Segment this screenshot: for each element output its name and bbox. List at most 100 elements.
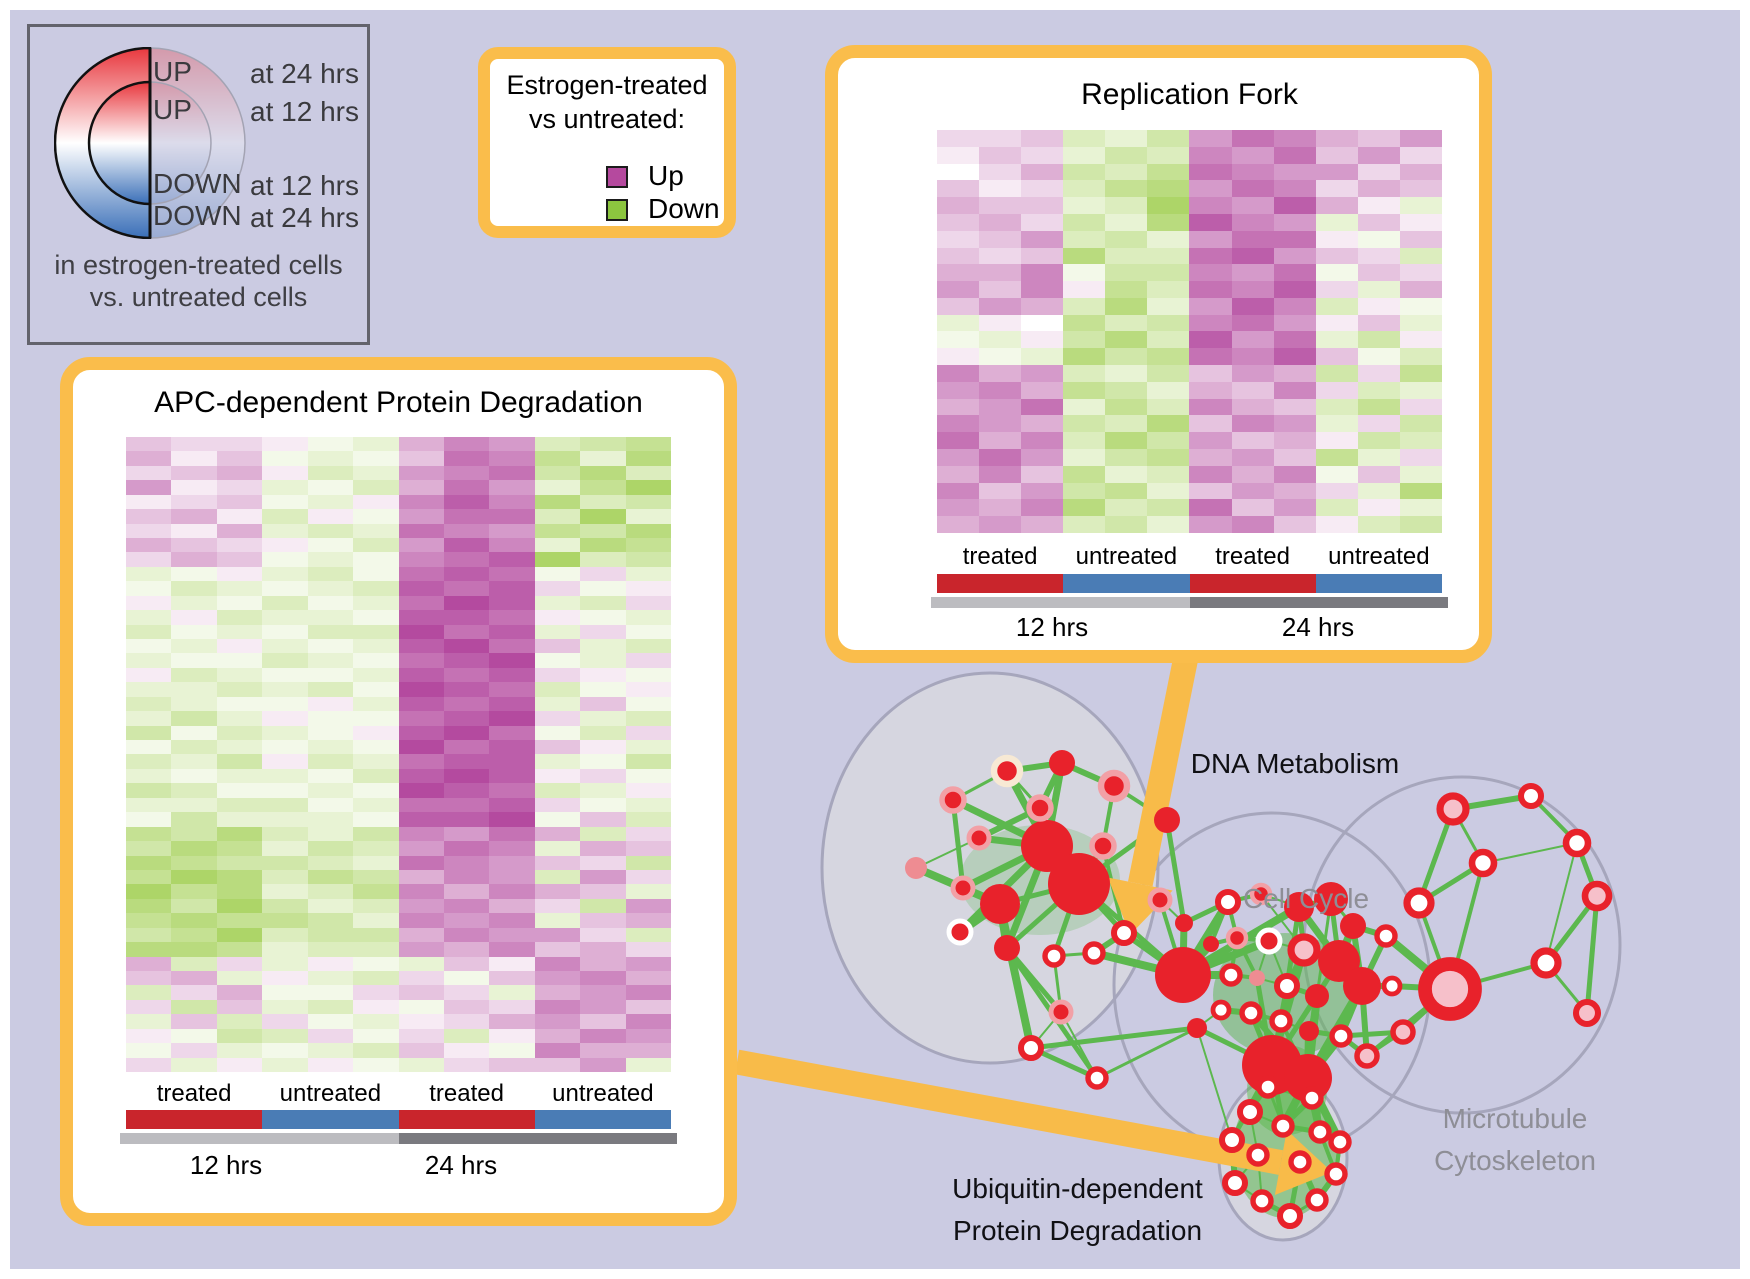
heatmap-cell (1357, 247, 1400, 265)
heatmap-cell (580, 1014, 626, 1029)
heatmap-cell (1189, 415, 1232, 433)
heatmap-cell (126, 927, 172, 943)
heatmap-cell (580, 682, 626, 697)
heatmap-cell (937, 297, 980, 315)
apc-group-label: treated (429, 1080, 504, 1107)
heatmap-cell (937, 146, 980, 164)
heatmap-cell (625, 696, 671, 712)
heatmap-cell (979, 365, 1022, 382)
heatmap-cell (534, 610, 581, 625)
apc-time-label: 12 hrs (189, 1150, 263, 1180)
heatmap-cell (1147, 197, 1190, 214)
heatmap-cell (625, 754, 671, 769)
heatmap-cell (580, 494, 626, 510)
heatmap-cell (1147, 247, 1190, 265)
heatmap-cell (1399, 449, 1442, 466)
heatmap-cell (580, 855, 626, 870)
rf-time-bar (931, 597, 1190, 608)
heatmap-cell (126, 942, 172, 957)
heatmap-cell (1315, 163, 1358, 181)
heatmap-cell (1315, 516, 1358, 533)
heatmap-cell (937, 331, 980, 349)
heatmap-cell (216, 1043, 263, 1058)
heatmap-cell (216, 624, 263, 640)
heatmap-cell (126, 725, 172, 741)
heatmap-cell (625, 985, 671, 1000)
rf-untreated-bar (1315, 574, 1442, 593)
heatmap-cell (489, 754, 535, 769)
heatmap-cell (443, 999, 490, 1015)
heatmap-cell (443, 942, 490, 957)
heatmap-cell (1315, 331, 1358, 349)
heatmap-cell (1021, 465, 1064, 483)
heatmap-cell (216, 711, 263, 726)
heatmap-cell (937, 281, 980, 298)
heatmap-cell (1399, 331, 1442, 349)
rf-time-label: 24 hrs (1281, 612, 1355, 642)
heatmap-cell (307, 682, 354, 697)
heatmap-cell (937, 449, 980, 466)
heatmap-cell (126, 653, 172, 668)
heatmap-cell (1357, 281, 1400, 298)
heatmap-cell (534, 740, 581, 755)
heatmap-cell (979, 381, 1022, 399)
heatmap-cell (307, 913, 354, 928)
heatmap-cell (580, 985, 626, 1000)
heatmap-cell (262, 985, 308, 1000)
heatmap-cell (126, 1057, 172, 1072)
heatmap-cell (1189, 213, 1232, 231)
heatmap-cell (979, 415, 1022, 433)
heatmap-cell (262, 1043, 308, 1058)
heatmap-cell (262, 797, 308, 813)
heatmap-cell (1357, 365, 1400, 382)
color-legend-title-line1: Estrogen-treated (506, 70, 708, 100)
heatmap-cell (1315, 197, 1358, 214)
heatmap-cell (262, 610, 308, 625)
heatmap-cell (262, 869, 308, 885)
heatmap-cell (171, 913, 217, 928)
heatmap-cell (1315, 281, 1358, 298)
heatmap-cell (171, 985, 217, 1000)
heatmap-cell (216, 538, 263, 553)
heatmap-cell (443, 869, 490, 885)
heatmap-cell (398, 610, 444, 625)
heatmap-cell (126, 552, 172, 567)
heatmap-cell (1105, 247, 1148, 265)
heatmap-cell (1399, 482, 1442, 500)
heatmap-cell (1273, 163, 1316, 181)
apc-degradation-title: APC-dependent Protein Degradation (154, 386, 643, 419)
heatmap-cell (580, 509, 626, 524)
heatmap-cell (937, 230, 980, 248)
heatmap-cell (1189, 465, 1232, 483)
heatmap-cell (580, 667, 626, 683)
heatmap-cell (625, 855, 671, 870)
heatmap-cell (534, 754, 581, 769)
heatmap-cell (1105, 465, 1148, 483)
heatmap-cell (625, 451, 671, 466)
heatmap-cell (1399, 314, 1442, 332)
heatmap-cell (171, 1014, 217, 1029)
heatmap-cell (353, 1057, 399, 1072)
cell-cycle-label: Cell Cycle (1242, 883, 1370, 914)
heatmap-cell (1357, 213, 1400, 231)
heatmap-cell (126, 797, 172, 813)
heatmap-cell (398, 624, 444, 640)
heatmap-cell (534, 509, 581, 524)
heatmap-cell (353, 538, 399, 553)
heatmap-cell (1231, 146, 1274, 164)
heatmap-cell (937, 465, 980, 483)
heatmap-cell (580, 610, 626, 625)
heatmap-cell (1063, 381, 1106, 399)
heatmap-cell (353, 754, 399, 769)
heatmap-cell (580, 927, 626, 943)
heatmap-cell (171, 523, 217, 539)
heatmap-cell (216, 610, 263, 625)
heatmap-cell (171, 898, 217, 914)
heatmap-cell (1315, 449, 1358, 466)
heatmap-cell (1147, 499, 1190, 517)
ubiquitin-label-line1: Ubiquitin-dependent (952, 1173, 1203, 1204)
heatmap-cell (171, 437, 217, 452)
heatmap-cell (1231, 130, 1274, 147)
heatmap-cell (1357, 516, 1400, 533)
heatmap-cell (1315, 247, 1358, 265)
